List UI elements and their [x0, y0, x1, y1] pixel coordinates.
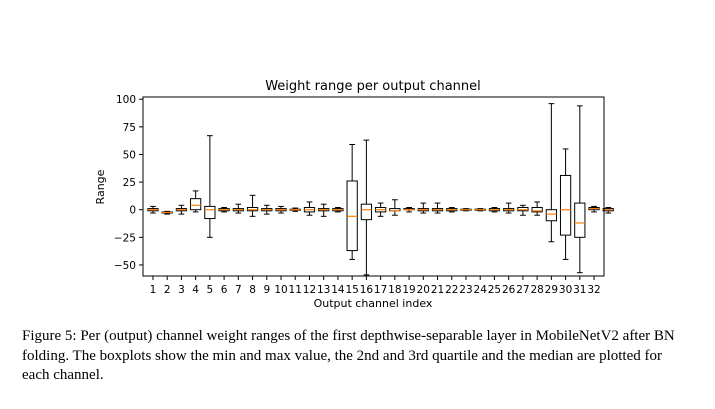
x-tick-label: 22 [445, 284, 458, 296]
x-tick-label: 13 [317, 284, 330, 296]
y-tick-label: 100 [116, 94, 136, 106]
x-tick-label: 30 [559, 284, 572, 296]
x-tick-label: 2 [164, 284, 171, 296]
x-tick-label: 23 [459, 284, 472, 296]
y-tick-label: 75 [123, 122, 136, 134]
x-tick-label: 27 [516, 284, 529, 296]
x-tick-label: 26 [502, 284, 516, 296]
y-tick-label: 25 [123, 177, 136, 189]
x-tick-label: 9 [263, 284, 270, 296]
box-iqr [559, 174, 572, 236]
box-iqr [574, 202, 586, 238]
chart-figure: Weight range per output channel 100 75 50 2… [94, 79, 614, 310]
y-tick-label: 0 [129, 205, 136, 217]
x-tick-label: 24 [474, 284, 488, 296]
box-iqr [360, 203, 373, 221]
x-tick-label: 15 [345, 284, 358, 296]
x-tick-label: 4 [192, 284, 199, 296]
x-tick-label: 20 [417, 284, 430, 296]
x-tick-label: 19 [402, 284, 415, 296]
chart-title: Weight range per output channel [265, 79, 481, 94]
x-tick-label: 17 [374, 284, 387, 296]
box-iqr [190, 198, 202, 211]
x-tick-label: 29 [545, 284, 558, 296]
box-iqr [204, 205, 216, 220]
x-axis-label: Output channel index [314, 297, 433, 310]
x-tick-label: 11 [289, 284, 302, 296]
y-axis-label: Range [94, 169, 107, 204]
y-tick-label: −25 [114, 232, 136, 244]
x-tick-label: 14 [331, 284, 345, 296]
x-tick-label: 25 [488, 284, 501, 296]
x-tick-label: 1 [150, 284, 157, 296]
figure-caption: Figure 5: Per (output) channel weight ra… [22, 328, 675, 383]
x-tick-label: 7 [235, 284, 242, 296]
box-iqr [545, 209, 557, 222]
x-tick-label: 8 [249, 284, 256, 296]
x-tick-label: 12 [303, 284, 316, 296]
x-tick-label: 18 [388, 284, 401, 296]
x-tick-label: 16 [360, 284, 374, 296]
x-tick-label: 21 [431, 284, 444, 296]
x-tick-label: 6 [221, 284, 228, 296]
x-tick-label: 10 [274, 284, 287, 296]
x-tick-label: 3 [178, 284, 185, 296]
boxplot-chart: Weight range per output channel 10075502… [94, 79, 614, 310]
box-iqr [531, 206, 543, 213]
y-tick-label: 50 [123, 149, 136, 161]
x-tick-label: 32 [587, 284, 600, 296]
plot-frame [142, 96, 605, 277]
x-tick-label: 5 [207, 284, 214, 296]
x-tick-label: 28 [530, 284, 543, 296]
y-tick-label: −50 [114, 260, 136, 272]
x-tick-label: 31 [573, 284, 586, 296]
